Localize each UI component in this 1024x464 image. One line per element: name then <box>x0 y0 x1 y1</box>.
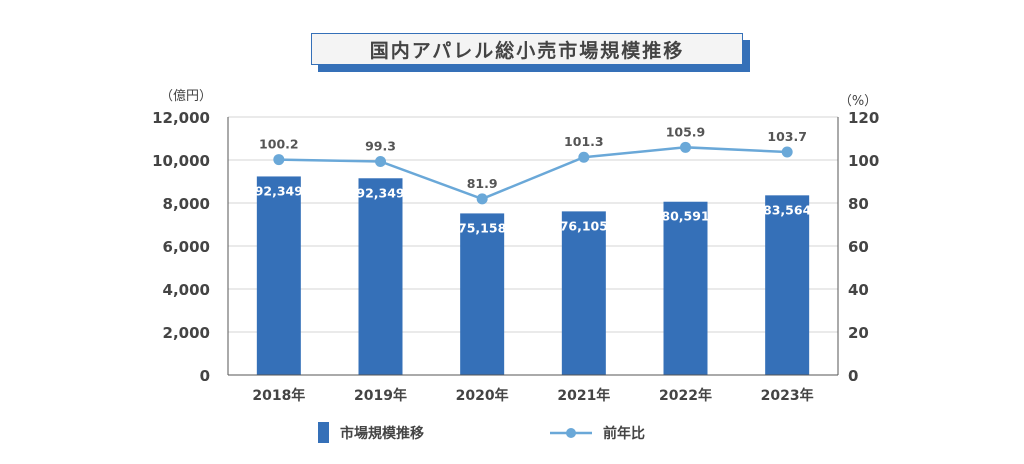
line-label: 81.9 <box>467 176 498 191</box>
x-tick-label: 2020年 <box>456 387 509 404</box>
bar <box>256 176 301 375</box>
line-point <box>578 151 590 163</box>
right-tick-label: 120 <box>848 109 879 127</box>
bar-label: 80,591 <box>661 209 709 224</box>
line-label: 99.3 <box>365 139 396 154</box>
right-tick-label: 80 <box>848 195 869 213</box>
right-tick-label: 100 <box>848 152 879 170</box>
line-label: 101.3 <box>564 134 604 149</box>
x-tick-label: 2023年 <box>761 387 814 404</box>
bar <box>765 195 810 375</box>
right-tick-label: 60 <box>848 238 869 256</box>
bar <box>663 201 708 375</box>
bar-label: 83,564 <box>763 202 812 217</box>
line-label: 103.7 <box>767 129 807 144</box>
line-point <box>680 141 691 153</box>
right-axis-unit: （%） <box>839 94 877 109</box>
left-axis-unit: （億円） <box>160 88 212 104</box>
bar <box>460 213 505 375</box>
legend-bar-swatch <box>318 422 329 443</box>
left-tick-label: 0 <box>200 367 210 385</box>
line-point <box>476 193 488 205</box>
bar-label: 92,349 <box>255 183 303 198</box>
left-tick-label: 2,000 <box>163 324 210 342</box>
legend-line-label: 前年比 <box>603 425 645 442</box>
legend-bar-label: 市場規模推移 <box>340 425 424 442</box>
line-point <box>781 146 793 158</box>
x-tick-label: 2018年 <box>252 387 305 404</box>
legend-line-marker <box>566 428 576 438</box>
left-tick-label: 8,000 <box>163 195 210 213</box>
right-tick-label: 0 <box>848 367 858 385</box>
chart-title: 国内アパレル総小売市場規模推移 <box>311 33 743 65</box>
line-label: 100.2 <box>259 137 299 152</box>
left-tick-label: 4,000 <box>163 281 210 299</box>
right-tick-label: 20 <box>848 324 869 342</box>
bar-label: 75,158 <box>458 220 506 235</box>
bar-label: 76,105 <box>560 218 608 233</box>
line-label: 105.9 <box>666 124 706 139</box>
right-tick-label: 40 <box>848 281 869 299</box>
bar-label: 92,349 <box>356 185 404 200</box>
bar <box>561 211 606 375</box>
bar <box>358 178 403 375</box>
x-tick-label: 2022年 <box>659 387 712 404</box>
left-tick-label: 12,000 <box>152 109 210 127</box>
line-point <box>375 156 386 168</box>
x-tick-label: 2019年 <box>354 387 407 404</box>
left-tick-label: 10,000 <box>152 152 210 170</box>
left-tick-label: 6,000 <box>163 238 210 256</box>
line-point <box>273 154 285 166</box>
x-tick-label: 2021年 <box>557 387 610 404</box>
line-series <box>278 146 788 201</box>
